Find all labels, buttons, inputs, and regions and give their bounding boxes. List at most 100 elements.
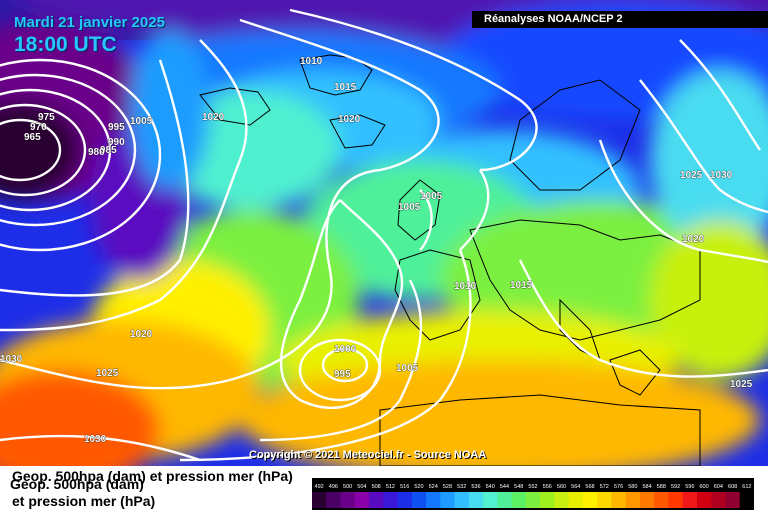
isobar-label: 1005 [396, 363, 419, 374]
color-scale-tick: 588 [657, 484, 666, 490]
color-swatch [654, 492, 669, 508]
color-scale-tick: 524 [429, 484, 438, 490]
color-swatch [696, 492, 712, 508]
color-swatch [369, 492, 384, 508]
color-scale-tick: 576 [614, 484, 623, 490]
color-scale-tick: 572 [600, 484, 609, 490]
color-scale-tick: 536 [471, 484, 480, 490]
isobar-label: 1030 [710, 170, 733, 181]
color-scale-tick: 516 [400, 484, 409, 490]
color-scale-tick: 532 [457, 484, 466, 490]
isobar-label: 1030 [0, 354, 23, 365]
color-scale-tick: 596 [685, 484, 694, 490]
color-scale-tick: 608 [728, 484, 737, 490]
color-swatch [354, 492, 370, 508]
color-swatch [312, 492, 327, 508]
color-swatch [525, 492, 541, 508]
color-scale-tick: 604 [714, 484, 723, 490]
isobars [0, 8, 768, 462]
color-swatch [625, 492, 641, 508]
isobar-label: 985 [100, 145, 117, 156]
color-scale-tick: 600 [700, 484, 709, 490]
color-scale-tick: 504 [357, 484, 366, 490]
color-swatch [554, 492, 570, 508]
isobar-label: 1000 [334, 344, 357, 355]
color-scale-tick: 552 [528, 484, 537, 490]
field-label-ghost: Geop. 500hpa (dam) [10, 476, 144, 492]
color-scale-tick: 496 [329, 484, 338, 490]
isobar-label: 1025 [680, 170, 703, 181]
color-swatch [454, 492, 470, 508]
isobar-label: 990 [108, 137, 125, 148]
isobar-label: 1010 [454, 281, 477, 292]
color-scale-tick: 512 [386, 484, 395, 490]
field-label-line2: et pression mer (hPa) [12, 493, 156, 509]
field-label-line1: Geop. 500hpa (dam) et pression mer (hPa) [12, 468, 293, 484]
color-swatch [511, 492, 527, 508]
isobar-label: 1010 [300, 56, 323, 67]
color-swatch [711, 492, 726, 508]
color-swatch [725, 492, 741, 508]
isobar-label: 1015 [510, 280, 533, 291]
color-scale-tick: 560 [557, 484, 566, 490]
color-swatch [682, 492, 698, 508]
color-swatch [497, 492, 513, 508]
isobar-label: 970 [30, 122, 47, 133]
isobar-label: 1025 [730, 379, 753, 390]
isobar-label: 965 [24, 132, 41, 143]
map-time: 18:00 UTC [14, 33, 117, 56]
color-scale-tick: 528 [443, 484, 452, 490]
color-scale-tick: 540 [486, 484, 495, 490]
isobar-label: 1020 [202, 112, 225, 123]
isobar-labels: 975 970 965 990 995 985 980 1005 1010 10… [0, 56, 753, 446]
color-swatch [340, 492, 356, 508]
color-scale-tick: 548 [514, 484, 523, 490]
color-scale-svg: 492 496 500 504 508 512 516 520 524 528 532 536 540 5… [312, 484, 754, 508]
color-scale-tick: 492 [315, 484, 324, 490]
color-scale-tick: 568 [585, 484, 594, 490]
color-scale-bar: 492 496 500 504 508 512 516 520 524 528 532 536 540 5… [312, 478, 754, 510]
color-swatch [540, 492, 555, 508]
color-scale-tick: 500 [343, 484, 352, 490]
source-label: Réanalyses NOAA/NCEP 2 [472, 11, 768, 28]
isobar-label: 995 [108, 122, 125, 133]
isobar-label: 980 [88, 147, 105, 158]
color-scale-tick: 544 [500, 484, 509, 490]
color-swatch [426, 492, 441, 508]
isobar-label: 1005 [130, 116, 153, 127]
color-swatch [582, 492, 598, 508]
color-shading [0, 0, 768, 466]
color-scale-tick: 612 [742, 484, 751, 490]
map-date: Mardi 21 janvier 2025 [14, 14, 165, 31]
color-swatch [468, 492, 484, 508]
isobar-label: 995 [334, 369, 351, 380]
copyright-notice: Copyright © 2021 Meteociel.fr - Source N… [249, 449, 487, 461]
color-scale-tick: 556 [543, 484, 552, 490]
isobar-label: 1005 [420, 191, 443, 202]
color-scale-tick: 520 [414, 484, 423, 490]
isobar-label: 1025 [96, 368, 119, 379]
isobar-label: 1020 [338, 114, 361, 125]
color-scale-tick: 584 [642, 484, 651, 490]
color-swatch [739, 492, 754, 508]
color-swatch [597, 492, 612, 508]
coastlines [199, 54, 701, 466]
isobar-label: 1005 [398, 202, 421, 213]
color-swatch [668, 492, 684, 508]
field-label: Geop. 500hpa (dam) et pression mer (hPa)… [12, 468, 293, 510]
color-swatch [326, 492, 342, 508]
color-swatch [483, 492, 498, 508]
color-scale-tick: 592 [671, 484, 680, 490]
geopotential-map: 975 970 965 990 995 985 980 1005 1010 10… [0, 0, 768, 466]
color-swatch [411, 492, 427, 508]
isobar-label: 1030 [84, 434, 107, 445]
isobar-label: 975 [38, 112, 55, 123]
color-swatch [639, 492, 655, 508]
color-scale-tick: 508 [372, 484, 381, 490]
color-swatch [397, 492, 413, 508]
color-swatch [440, 492, 456, 508]
color-scale-tick: 564 [571, 484, 580, 490]
color-scale-tick: 580 [628, 484, 637, 490]
color-swatch [611, 492, 627, 508]
